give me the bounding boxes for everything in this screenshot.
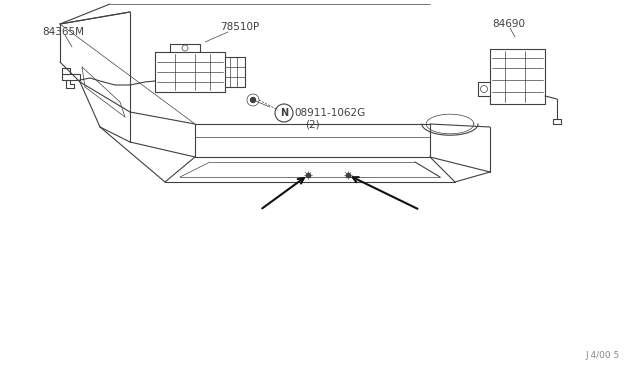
Text: 08911-1062G: 08911-1062G — [294, 108, 365, 118]
Text: 84365M: 84365M — [42, 27, 84, 37]
Text: J 4/00 5: J 4/00 5 — [586, 351, 620, 360]
Text: 78510P: 78510P — [220, 22, 259, 32]
Text: 84690: 84690 — [492, 19, 525, 29]
Text: (2): (2) — [305, 119, 319, 129]
Text: N: N — [280, 108, 288, 118]
Circle shape — [250, 97, 255, 103]
